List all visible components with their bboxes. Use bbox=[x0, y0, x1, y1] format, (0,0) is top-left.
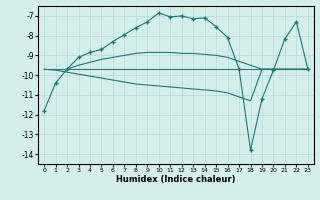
X-axis label: Humidex (Indice chaleur): Humidex (Indice chaleur) bbox=[116, 175, 236, 184]
